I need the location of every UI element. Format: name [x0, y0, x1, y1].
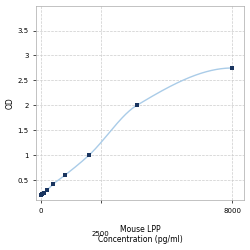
Y-axis label: OD: OD — [6, 97, 15, 109]
Point — [39, 193, 43, 197]
Point — [230, 66, 234, 70]
X-axis label: Mouse LPP
Concentration (pg/ml): Mouse LPP Concentration (pg/ml) — [98, 225, 183, 244]
Point — [135, 104, 139, 108]
Point — [42, 191, 46, 195]
Point — [40, 192, 44, 196]
Point — [45, 188, 49, 192]
Text: 2500: 2500 — [92, 231, 110, 237]
Point — [63, 173, 67, 177]
Point — [87, 153, 91, 157]
Point — [51, 182, 55, 186]
